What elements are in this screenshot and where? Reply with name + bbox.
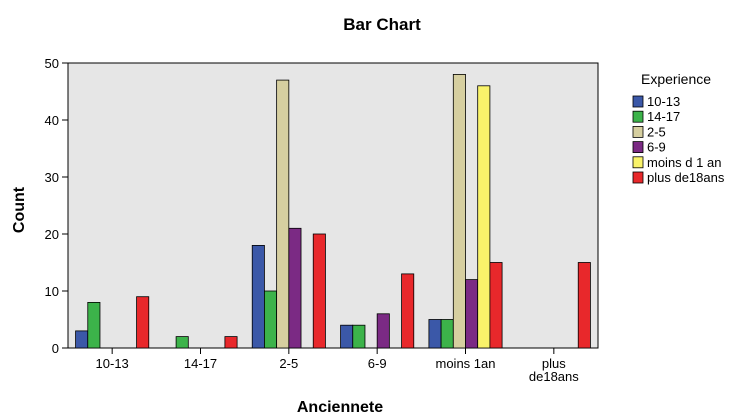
y-axis-label: Count: [11, 186, 28, 233]
bar-2-5-2: [276, 79, 290, 349]
legend-swatch: [632, 110, 644, 123]
y-tick-label: 40: [45, 113, 59, 128]
legend-label: 10-13: [647, 94, 680, 109]
legend-swatch: [632, 171, 644, 184]
bar-plus-de18ans-4: [489, 262, 503, 349]
bar-14-17-0: [87, 301, 101, 349]
bar-plus-de18ans-2: [312, 233, 326, 349]
bar-6-9-4: [465, 279, 479, 349]
bar-14-17-3: [352, 324, 366, 349]
legend-label: 2-5: [647, 124, 666, 139]
y-tick-label: 10: [45, 284, 59, 299]
bar-6-9-3: [376, 313, 390, 349]
axes-layer: 0 10 20 30 40 50 10-13 14-17 2-5 6-9 moins 1an plus…: [45, 56, 580, 384]
x-tick-label: de18ans: [529, 369, 579, 384]
x-tick-label: 6-9: [368, 356, 387, 371]
legend-swatch: [632, 156, 644, 169]
legend-swatch: [632, 95, 644, 108]
x-tick-label: 10-13: [96, 356, 129, 371]
bar-10-13-4: [428, 319, 442, 349]
bar-10-13-0: [75, 330, 89, 349]
bar-14-17-1: [175, 336, 189, 349]
legend-label: plus de18ans: [647, 170, 725, 185]
legend-swatch: [632, 126, 644, 138]
x-axis-label: Anciennete: [297, 399, 383, 414]
bar-plus-de18ans-0: [136, 296, 150, 349]
y-tick-label: 30: [45, 170, 59, 185]
bar-10-13-2: [251, 244, 265, 349]
x-tick-label: plus: [542, 356, 566, 371]
bar-plus-de18ans-1: [224, 336, 238, 349]
chart-title: Bar Chart: [343, 15, 421, 34]
y-tick-label: 20: [45, 227, 59, 242]
y-tick-label: 0: [52, 341, 59, 356]
legend-swatch: [632, 141, 644, 154]
bar-plus-de18ans-5: [577, 262, 591, 349]
y-tick-label: 50: [45, 56, 59, 71]
bar-14-17-2: [264, 290, 278, 349]
bar-6-9-2: [288, 227, 302, 349]
plot-area: [67, 62, 599, 349]
bar-14-17-4: [440, 319, 454, 349]
legend-label: moins d 1 an: [647, 155, 721, 170]
bar-moins-d-1-an-4: [477, 85, 491, 349]
bar-2-5-4: [452, 74, 466, 349]
bars-layer: [75, 74, 591, 349]
legend-label: 14-17: [647, 109, 680, 124]
bar-plus-de18ans-3: [401, 273, 415, 349]
x-tick-label: moins 1an: [436, 356, 496, 371]
legend-label: 6-9: [647, 140, 666, 155]
x-tick-label: 2-5: [279, 356, 298, 371]
legend-title: Experience: [641, 71, 711, 87]
x-tick-label: 14-17: [184, 356, 217, 371]
bar-10-13-3: [340, 324, 354, 349]
